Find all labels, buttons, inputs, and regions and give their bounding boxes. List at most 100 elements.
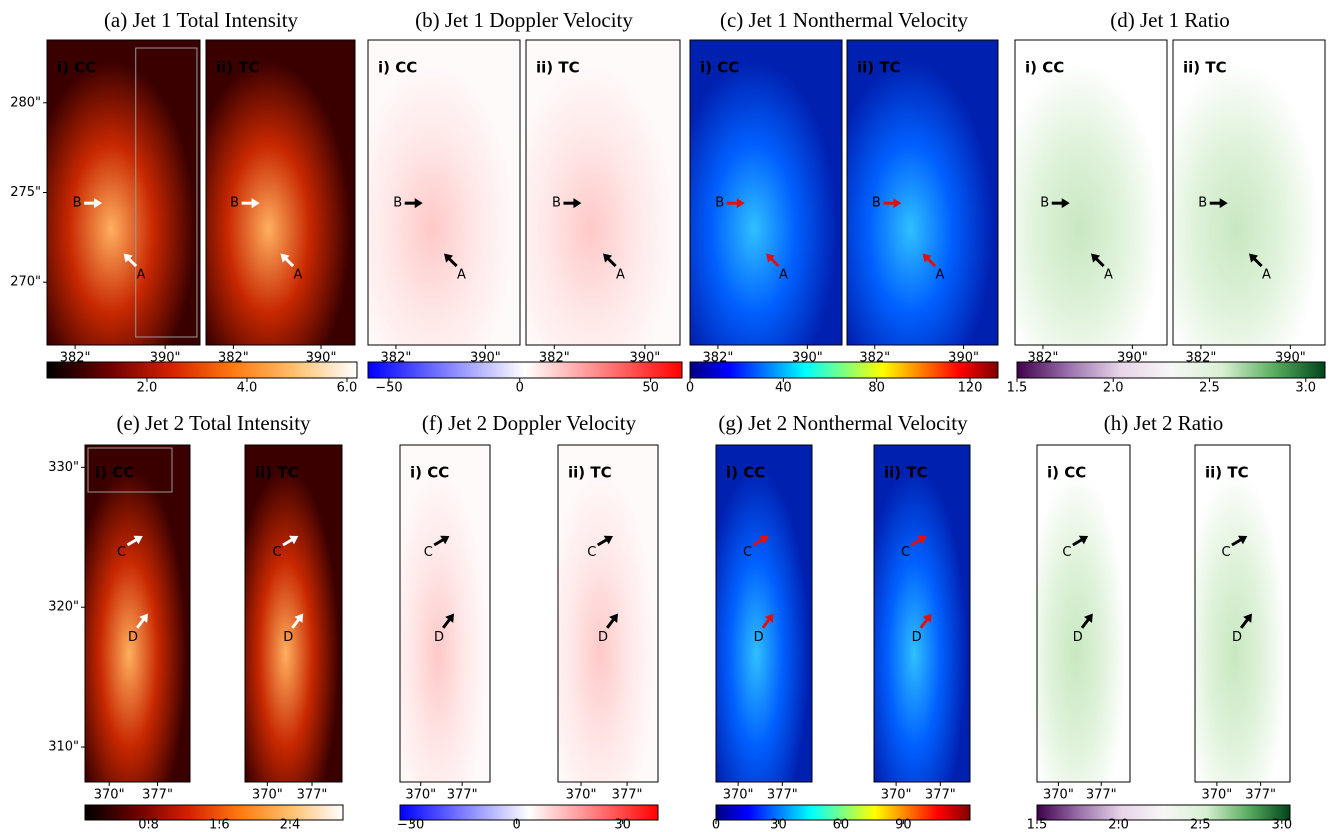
marker-label: B	[73, 196, 82, 211]
colorbar-tick-label: 2.0	[1108, 818, 1129, 832]
arrow-head	[917, 535, 927, 545]
colorbar-tick-label: 3.0	[1271, 818, 1292, 832]
panel-title: (a) Jet 1 Total Intensity	[104, 8, 299, 32]
y-tick-label: 330"	[48, 460, 79, 475]
marker-label: D	[912, 630, 922, 645]
colorbar-tick-label: 0.8	[138, 818, 159, 832]
panel-title: (f) Jet 2 Doppler Velocity	[422, 411, 637, 435]
marker-label: C	[1221, 545, 1230, 560]
image	[715, 444, 813, 783]
x-tick-label: 370"	[723, 788, 754, 803]
marker-label: A	[137, 268, 146, 283]
arrow-head	[603, 253, 613, 263]
x-tick-label: 377"	[612, 788, 643, 803]
colorbar-tick-label: 4.0	[237, 381, 258, 396]
arrow-head	[573, 198, 582, 209]
subplot-label: i) CC	[726, 464, 765, 482]
image	[399, 444, 491, 783]
colorbar-tick-label: 50	[642, 381, 659, 396]
marker-label: C	[424, 545, 433, 560]
marker-label: B	[1040, 196, 1049, 211]
marker-label: C	[743, 545, 752, 560]
colorbar-tick-label: 1.5	[1027, 818, 1048, 832]
arrow-head	[764, 613, 774, 623]
x-tick-label: 370"	[1043, 788, 1074, 803]
arrow-head	[922, 613, 932, 623]
x-tick-label: 370"	[252, 788, 283, 803]
marker-label: B	[230, 196, 239, 211]
subplot-label: ii) TC	[1205, 464, 1249, 482]
image	[689, 39, 843, 346]
image	[205, 39, 356, 346]
colorbar	[715, 804, 971, 821]
colorbar-tick-label: 30	[770, 818, 787, 832]
marker-label: C	[117, 545, 126, 560]
x-tick-label: 370"	[881, 788, 912, 803]
arrow-head	[133, 535, 143, 545]
colorbar-tick-label: 2.4	[280, 818, 301, 832]
colorbar-tick-label: 2.5	[1199, 381, 1220, 396]
y-tick-label: 320"	[48, 600, 79, 615]
colorbar-tick-label: 30	[614, 818, 631, 832]
marker-label: C	[273, 545, 282, 560]
arrow-head	[603, 535, 613, 545]
marker-label: D	[283, 630, 293, 645]
arrow-head	[609, 613, 618, 623]
marker-label: B	[393, 196, 402, 211]
colorbar-tick-label: 90	[895, 818, 912, 832]
image	[1014, 39, 1168, 346]
arrow-head	[294, 613, 304, 623]
subplot-label: ii) TC	[1183, 59, 1227, 77]
marker-label: A	[1104, 268, 1113, 283]
image	[244, 444, 343, 783]
colorbar-tick-label: −30	[397, 818, 424, 832]
marker-label: D	[598, 630, 608, 645]
arrow-head	[1237, 535, 1248, 545]
colorbar-tick-label: 1.5	[1007, 381, 1028, 396]
marker-label: C	[901, 545, 910, 560]
subplot-label: ii) TC	[216, 59, 260, 77]
colorbar-tick-label: 0	[512, 818, 520, 832]
arrow-head	[1219, 198, 1228, 209]
arrow-head	[893, 198, 902, 209]
colorbar-tick-label: 6.0	[337, 381, 358, 396]
panel-title: (e) Jet 2 Total Intensity	[116, 411, 311, 435]
subplot-label: ii) TC	[536, 59, 580, 77]
subplot-label: ii) TC	[568, 464, 612, 482]
arrow-head	[444, 253, 454, 263]
marker-label: D	[754, 630, 764, 645]
colorbar	[1016, 361, 1326, 379]
marker-label: C	[1062, 545, 1071, 560]
x-tick-label: 377"	[447, 788, 478, 803]
marker-label: D	[128, 630, 138, 645]
image	[846, 39, 999, 346]
subplot-label: ii) TC	[884, 464, 928, 482]
panel-title: (d) Jet 1 Ratio	[1110, 8, 1230, 32]
colorbar	[367, 361, 683, 379]
arrow-head	[1243, 613, 1252, 623]
marker-label: D	[434, 630, 444, 645]
marker-label: A	[779, 268, 788, 283]
colorbar	[689, 361, 999, 379]
marker-label: B	[715, 196, 724, 211]
arrow-head	[759, 535, 769, 545]
marker-label: B	[872, 196, 881, 211]
arrow-head	[414, 198, 423, 209]
marker-label: D	[1232, 630, 1242, 645]
x-tick-label: 370"	[1201, 788, 1232, 803]
panel-title: (h) Jet 2 Ratio	[1104, 411, 1224, 435]
arrow-head	[139, 613, 148, 623]
image	[525, 39, 681, 346]
colorbar-tick-label: 40	[775, 381, 792, 396]
marker-label: B	[1198, 196, 1207, 211]
arrow-head	[922, 253, 932, 263]
arrow-head	[1061, 198, 1070, 209]
colorbar	[399, 804, 659, 821]
panel-title: (c) Jet 1 Nonthermal Velocity	[720, 8, 969, 32]
colorbar-tick-label: −50	[375, 381, 402, 396]
arrow-head	[251, 198, 260, 209]
x-tick-label: 377"	[925, 788, 956, 803]
arrow-head	[280, 253, 290, 263]
arrow-head	[94, 198, 103, 209]
subplot-label: ii) TC	[255, 464, 299, 482]
